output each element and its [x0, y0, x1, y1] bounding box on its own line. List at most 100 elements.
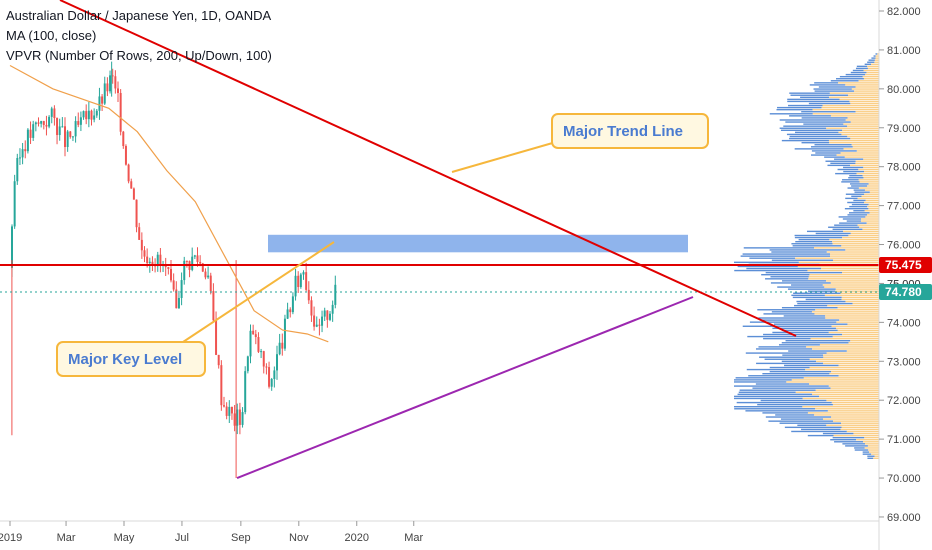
candle-body[interactable] — [175, 289, 178, 309]
candle-body[interactable] — [238, 409, 241, 425]
candle-body[interactable] — [48, 116, 51, 127]
candle-body[interactable] — [265, 366, 268, 368]
candle-body[interactable] — [299, 274, 302, 288]
candle-body[interactable] — [85, 111, 88, 120]
candle-body[interactable] — [315, 324, 318, 327]
candle-body[interactable] — [77, 121, 80, 125]
candle-body[interactable] — [246, 356, 249, 372]
candle-body[interactable] — [228, 406, 231, 416]
candle-body[interactable] — [305, 272, 308, 290]
candle-body[interactable] — [297, 275, 300, 288]
candle-body[interactable] — [71, 136, 74, 138]
candle-body[interactable] — [74, 121, 77, 137]
candle-body[interactable] — [276, 354, 278, 371]
candle-body[interactable] — [273, 370, 276, 379]
candle-body[interactable] — [29, 129, 32, 138]
candle-body[interactable] — [61, 126, 64, 128]
candle-body[interactable] — [18, 157, 21, 159]
candle-body[interactable] — [326, 310, 329, 320]
candle-body[interactable] — [307, 289, 310, 301]
candle-body[interactable] — [109, 75, 112, 92]
candle-body[interactable] — [64, 126, 66, 148]
candle-body[interactable] — [318, 324, 321, 326]
candle-body[interactable] — [294, 275, 297, 297]
candle-body[interactable] — [82, 111, 85, 118]
candle-body[interactable] — [170, 268, 172, 281]
candle-body[interactable] — [156, 254, 159, 267]
candle-body[interactable] — [34, 122, 37, 125]
candle-body[interactable] — [124, 145, 127, 165]
candle-body[interactable] — [260, 351, 263, 353]
candle-body[interactable] — [281, 342, 284, 349]
candle-body[interactable] — [291, 296, 294, 313]
candle-body[interactable] — [114, 76, 117, 89]
trend-line[interactable] — [59, 0, 797, 337]
candle-body[interactable] — [21, 149, 24, 158]
candle-body[interactable] — [334, 284, 337, 305]
candle-body[interactable] — [278, 342, 281, 355]
candle-body[interactable] — [40, 121, 43, 124]
candle-body[interactable] — [90, 110, 93, 120]
candle-body[interactable] — [199, 261, 202, 264]
candle-body[interactable] — [127, 164, 130, 182]
candle-body[interactable] — [42, 121, 45, 125]
candle-body[interactable] — [119, 92, 122, 132]
candle-body[interactable] — [130, 181, 133, 189]
candle-body[interactable] — [122, 131, 125, 146]
candle-body[interactable] — [262, 351, 265, 367]
candle-body[interactable] — [268, 367, 271, 387]
candle-body[interactable] — [26, 129, 29, 152]
ma-indicator-label[interactable]: MA (100, close) — [6, 28, 97, 43]
candle-body[interactable] — [289, 309, 292, 313]
candle-body[interactable] — [106, 83, 109, 92]
vpvr-indicator-label[interactable]: VPVR (Number Of Rows, 200, Up/Down, 100) — [6, 48, 272, 63]
candle-body[interactable] — [196, 255, 199, 262]
candle-body[interactable] — [151, 261, 154, 266]
candle-body[interactable] — [254, 334, 257, 338]
candle-body[interactable] — [135, 199, 138, 228]
candle-body[interactable] — [148, 261, 151, 264]
candle-body[interactable] — [241, 412, 244, 425]
candle-body[interactable] — [32, 124, 35, 138]
candle-body[interactable] — [58, 126, 61, 136]
candle-body[interactable] — [321, 316, 324, 326]
candle-body[interactable] — [79, 117, 82, 125]
candle-body[interactable] — [167, 267, 170, 269]
candle-body[interactable] — [180, 280, 183, 298]
candle-body[interactable] — [207, 275, 210, 278]
candle-body[interactable] — [159, 254, 162, 265]
candle-body[interactable] — [101, 96, 104, 104]
candle-body[interactable] — [37, 122, 40, 124]
candle-body[interactable] — [103, 83, 106, 104]
candle-body[interactable] — [323, 310, 326, 317]
symbol-title[interactable]: Australian Dollar / Japanese Yen, 1D, OA… — [6, 8, 272, 23]
candle-body[interactable] — [230, 406, 233, 414]
candle-body[interactable] — [11, 226, 13, 268]
candle-body[interactable] — [217, 354, 220, 366]
candle-body[interactable] — [283, 318, 286, 349]
candle-body[interactable] — [24, 149, 27, 152]
support-line[interactable] — [236, 296, 694, 479]
candle-body[interactable] — [286, 309, 289, 319]
candle-body[interactable] — [45, 124, 48, 127]
candle-body[interactable] — [16, 158, 19, 182]
candle-body[interactable] — [204, 271, 207, 278]
candle-body[interactable] — [132, 188, 135, 200]
candle-body[interactable] — [313, 315, 316, 327]
candle-body[interactable] — [252, 330, 255, 335]
candle-body[interactable] — [95, 110, 98, 116]
candle-body[interactable] — [225, 406, 228, 416]
candle-body[interactable] — [244, 371, 247, 413]
candle-body[interactable] — [215, 320, 218, 355]
candle-body[interactable] — [191, 256, 194, 270]
candle-body[interactable] — [93, 115, 96, 120]
candle-body[interactable] — [220, 365, 223, 406]
candle-body[interactable] — [201, 263, 204, 272]
candle-body[interactable] — [69, 131, 72, 137]
trend-line-callout[interactable]: Major Trend Line — [451, 113, 709, 173]
candle-body[interactable] — [233, 413, 236, 426]
candle-body[interactable] — [193, 255, 196, 257]
candle-body[interactable] — [53, 108, 56, 119]
key-level-callout[interactable]: Major Key Level — [56, 241, 335, 377]
